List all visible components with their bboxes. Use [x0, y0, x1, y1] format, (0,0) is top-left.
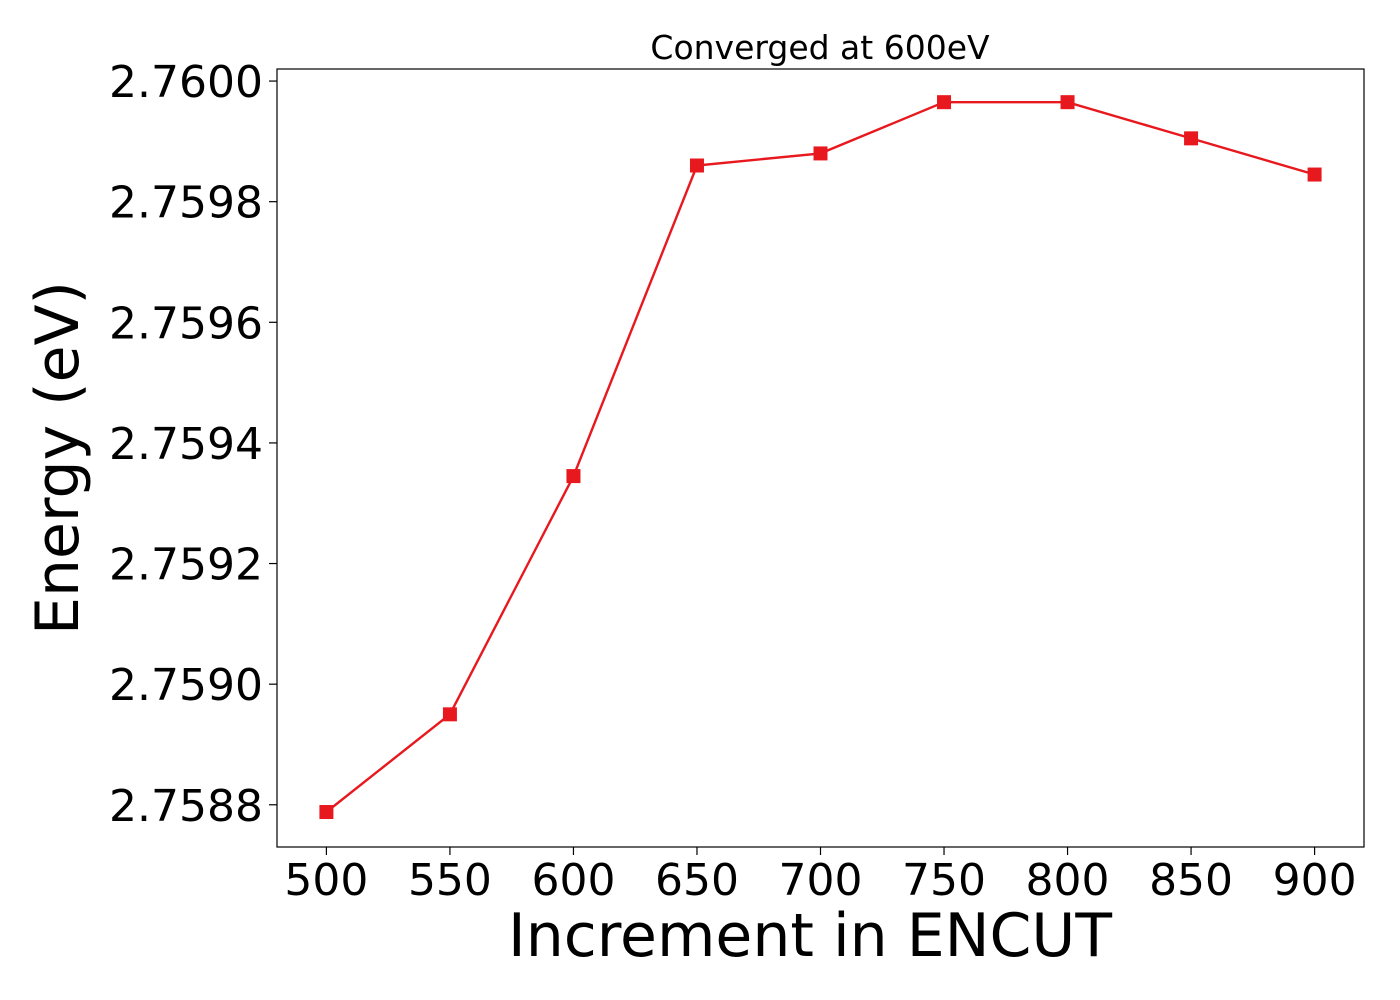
y-tick-label: 2.7594 — [109, 419, 263, 470]
chart-title: Converged at 600eV — [650, 28, 990, 67]
data-point-marker — [937, 95, 952, 110]
x-tick-label: 600 — [531, 855, 615, 906]
plot-area-frame — [276, 68, 1365, 848]
series-line — [325, 100, 1315, 813]
y-tick-label: 2.7598 — [109, 178, 263, 229]
y-tick-label: 2.7596 — [109, 298, 263, 349]
y-tick-label: 2.7590 — [109, 660, 263, 711]
x-axis-title: Increment in ENCUT — [508, 901, 1112, 971]
data-point-marker — [442, 707, 457, 722]
y-tick-label: 2.7600 — [109, 57, 263, 108]
x-tick-label: 650 — [655, 855, 739, 906]
y-tick-label: 2.7592 — [109, 540, 263, 591]
data-point-marker — [566, 469, 581, 484]
data-point-marker — [689, 158, 704, 173]
data-point-marker — [813, 146, 828, 161]
x-tick-label: 500 — [284, 855, 368, 906]
data-point-marker — [1184, 131, 1199, 146]
data-point-marker — [319, 805, 334, 820]
data-point-marker — [1060, 95, 1075, 110]
series-layer — [319, 95, 1322, 820]
y-axis-ticks: 2.7588 2.7590 2.7592 2.7594 2.7596 2.7598 2.76… — [109, 57, 277, 832]
x-tick-label: 900 — [1273, 855, 1357, 906]
x-tick-label: 850 — [1149, 855, 1233, 906]
data-point-marker — [1307, 167, 1322, 182]
y-axis-title: Energy (eV) — [23, 281, 93, 635]
x-tick-label: 750 — [902, 855, 986, 906]
x-tick-label: 800 — [1026, 855, 1110, 906]
y-tick-label: 2.7588 — [109, 781, 263, 832]
x-tick-label: 550 — [408, 855, 492, 906]
x-axis-ticks: 500 550 600 650 700 750 800 850 900 — [284, 847, 1357, 906]
x-tick-label: 700 — [779, 855, 863, 906]
